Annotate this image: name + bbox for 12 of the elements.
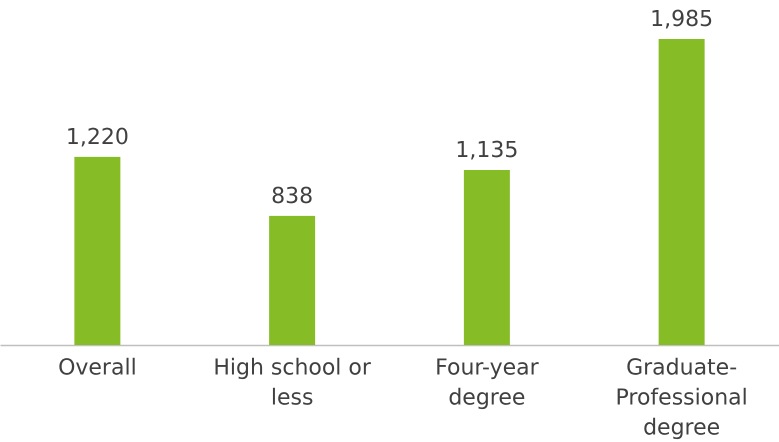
data-label: 1,985 — [650, 7, 714, 32]
data-label: 838 — [271, 184, 314, 209]
bar — [269, 216, 316, 345]
x-tick-label: Overall — [58, 356, 137, 380]
bar — [74, 156, 120, 345]
data-label: 1,135 — [455, 138, 518, 164]
x-tick-label: High school or less — [213, 356, 372, 410]
bar — [658, 39, 705, 345]
x-tick-label: Four-year degree — [435, 356, 540, 410]
x-tick-label: Graduate-Professional degree — [616, 356, 748, 440]
data-label: 1,220 — [66, 124, 129, 150]
bar — [464, 170, 510, 345]
